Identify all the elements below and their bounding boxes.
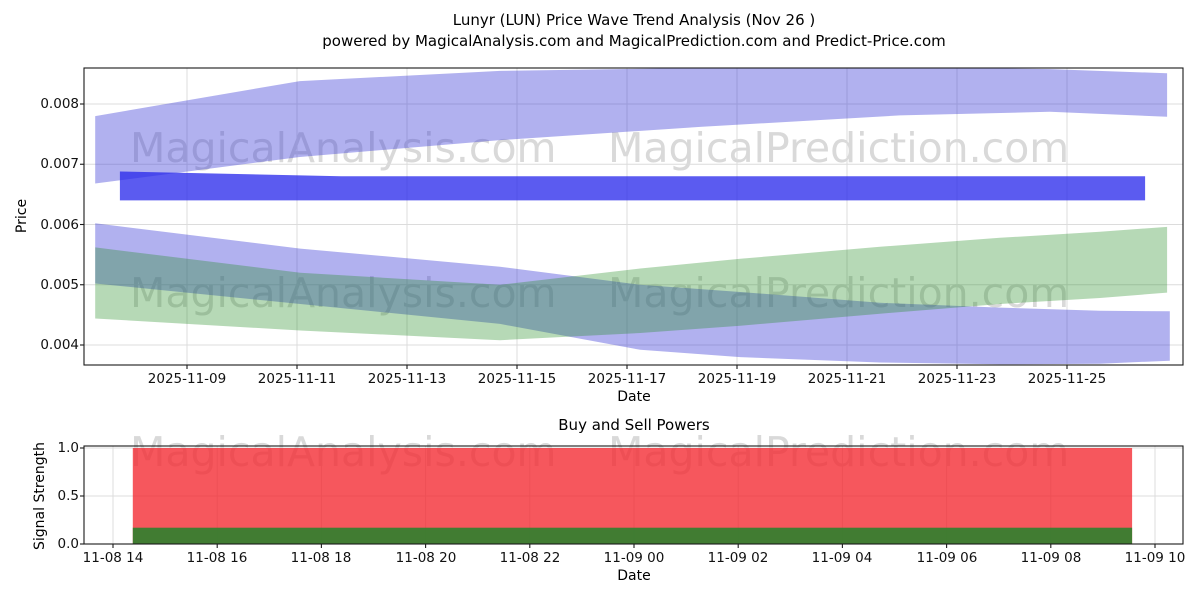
x-tick-label: 2025-11-23 — [917, 371, 997, 387]
x-tick-label: 2025-11-13 — [367, 371, 447, 387]
x-tick-label: 11-09 08 — [1020, 550, 1082, 566]
x-tick-label: 11-08 16 — [186, 550, 248, 566]
x-tick-label: 11-09 04 — [811, 550, 873, 566]
x-tick-label: 11-08 20 — [395, 550, 457, 566]
x-tick-label: 11-08 22 — [499, 550, 561, 566]
lower-forecast-band — [95, 223, 1170, 365]
price-axis-label: Price — [14, 198, 30, 234]
y-tick-label: 0.004 — [40, 337, 79, 353]
upper-forecast-band — [95, 68, 1168, 184]
y-tick-label: 0.5 — [57, 488, 79, 504]
mid-price-channel — [119, 171, 1146, 201]
bottom-chart-title: Buy and Sell Powers — [558, 416, 710, 434]
y-tick-label: 1.0 — [57, 440, 79, 456]
x-tick-label: 11-08 18 — [290, 550, 352, 566]
buy-power — [132, 527, 1133, 544]
watermark-text: MagicalAnalysis.com — [130, 269, 557, 317]
main-title: Lunyr (LUN) Price Wave Trend Analysis (N… — [452, 11, 816, 29]
date-axis-label-top: Date — [617, 389, 651, 405]
x-tick-label: 2025-11-15 — [477, 371, 557, 387]
date-axis-label-bottom: Date — [617, 568, 651, 584]
x-tick-label: 2025-11-19 — [697, 371, 777, 387]
x-tick-label: 2025-11-17 — [587, 371, 667, 387]
y-tick-label: 0.005 — [40, 277, 79, 293]
watermark-text: MagicalPrediction.com — [608, 124, 1069, 172]
x-tick-label: 2025-11-09 — [147, 371, 227, 387]
x-tick-label: 11-08 14 — [82, 550, 144, 566]
y-tick-label: 0.0 — [57, 536, 79, 552]
y-tick-label: 0.008 — [40, 96, 79, 112]
x-tick-label: 11-09 06 — [916, 550, 978, 566]
x-tick-label: 2025-11-11 — [257, 371, 337, 387]
x-tick-label: 11-09 00 — [603, 550, 665, 566]
x-tick-label: 11-09 10 — [1124, 550, 1186, 566]
x-tick-label: 11-09 02 — [707, 550, 769, 566]
y-tick-label: 0.007 — [40, 156, 79, 172]
y-tick-label: 0.006 — [40, 217, 79, 233]
watermark-text: MagicalPrediction.com — [608, 269, 1069, 317]
x-tick-label: 2025-11-21 — [807, 371, 887, 387]
support-wave-band — [95, 226, 1168, 341]
main-subtitle: powered by MagicalAnalysis.com and Magic… — [322, 32, 946, 50]
x-tick-label: 2025-11-25 — [1027, 371, 1107, 387]
